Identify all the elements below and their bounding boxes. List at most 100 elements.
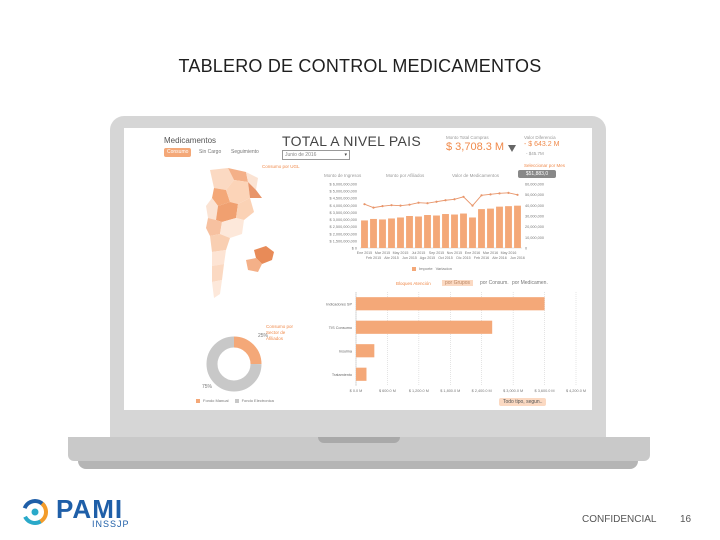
logo-name: PAMI [56, 494, 124, 524]
hbar-chart: $ 0.0 M $ 600.0 M $ 1,200.0 M $ 1,800.0 M $ … [326, 292, 586, 393]
x-tick-label: Feb 2016 [474, 256, 489, 260]
tipo-button[interactable]: Todo tipo, segun.. [499, 398, 547, 406]
line-point [390, 204, 393, 207]
bar [424, 215, 431, 248]
combo-legend: Importe Variacion [412, 266, 452, 271]
x-tick-label: Mar 2015 [375, 251, 390, 255]
bar [397, 217, 404, 248]
x-tick-label: $ 1,800.0 M [440, 389, 460, 393]
donut-title-line: Afiliados [266, 336, 284, 341]
bar [406, 216, 413, 248]
line-point [399, 204, 402, 207]
line-point [498, 192, 501, 195]
map-region [254, 246, 274, 264]
y-tick-label-right: 30,000,000 [525, 215, 544, 219]
category-label: Tratamiento [332, 373, 352, 377]
donut-chart [206, 336, 262, 392]
argentina-map[interactable] [200, 168, 290, 303]
map-region [212, 188, 230, 206]
kpi-amount-value: $ 3,708.3 M [446, 141, 505, 153]
line-point [372, 206, 375, 209]
logo-sub: INSSJP [92, 519, 130, 529]
chart-tab-ingresos[interactable]: Monto de Ingresos [324, 173, 362, 178]
bar [460, 213, 467, 248]
line-point [453, 198, 456, 201]
line-series [364, 192, 518, 209]
map-region [228, 168, 248, 182]
legend-importe: Importe [419, 266, 433, 271]
legend-variacion: Variacion [435, 266, 452, 271]
logo-dot [31, 508, 39, 516]
line-point [408, 203, 411, 206]
map-region [246, 258, 262, 272]
x-tick-label: May 2016 [501, 251, 517, 255]
donut-title-line: Sector de [266, 330, 286, 335]
tab-sin-cargo[interactable]: Sin Cargo [199, 149, 222, 155]
bar [469, 217, 476, 248]
line-point [489, 193, 492, 196]
map-region [206, 218, 222, 236]
legend-swatch-manual [196, 398, 200, 403]
hbar [356, 297, 545, 311]
y-tick-label: $ 6,000,000,000 [330, 183, 357, 187]
category-label: TIS Consumo [329, 326, 352, 330]
hbar [356, 367, 367, 381]
bar [433, 215, 440, 248]
y-tick-label: $ 4,000,000,000 [330, 204, 357, 208]
map-region [220, 218, 244, 238]
tab-consumo[interactable]: Consumo [164, 148, 192, 157]
bar [442, 214, 449, 248]
chart-tab-medicamentos[interactable]: Valor de Medicamentos [452, 173, 499, 178]
chart-tab-afiliados[interactable]: Monto por Afiliados [386, 173, 425, 178]
map-region [210, 234, 230, 252]
chart-right-label: Seleccionar por Mes [524, 163, 566, 168]
x-tick-label: $ 3,000.0 M [503, 389, 523, 393]
combo-chart: $ 6,000,000,000 $ 5,000,000,000 $ 4,500,00… [330, 183, 544, 261]
donut-value-right: 25% [258, 333, 269, 339]
hbar-tab-medicamentos[interactable]: por Medicamen. [512, 280, 548, 286]
value-pill[interactable]: $51,883,0 [518, 170, 556, 178]
y-tick-label: $ 3,000,000,000 [330, 218, 357, 222]
confidential-label: CONFIDENCIAL [582, 514, 657, 525]
filter-icon[interactable] [508, 145, 516, 152]
hbar [356, 344, 375, 358]
y-tick-label: $ 0 [352, 247, 357, 251]
x-tick-label: Ago 2015 [420, 256, 435, 260]
x-tick-label: Sep 2015 [429, 251, 444, 255]
y-tick-label: $ 2,000,000,000 [330, 232, 357, 236]
period-select[interactable]: Junio de 2016 ▾ [282, 150, 350, 160]
x-tick-label: $ 3,600.0 M [535, 389, 555, 393]
line-point [480, 194, 483, 197]
x-tick-label: May 2015 [393, 251, 409, 255]
x-tick-label: $ 0.0 M [350, 389, 363, 393]
pie-slice [206, 336, 262, 392]
y-tick-label-right: 60,000,000 [525, 183, 544, 187]
map-region [246, 172, 258, 190]
y-tick-label-right: 20,000,000 [525, 225, 544, 229]
bar [496, 206, 503, 248]
x-tick-label: $ 2,400.0 M [472, 389, 492, 393]
hbar-tab-grupos[interactable]: por Grupos [442, 280, 474, 286]
y-tick-label: $ 5,000,000,000 [330, 190, 357, 194]
map-region [210, 168, 234, 190]
kpi-alt-sub: - $45.7M [526, 151, 544, 156]
donut-legend: Fondo Manual Fondo Electronica [196, 398, 274, 403]
tab-seguimiento[interactable]: Seguimiento [231, 149, 259, 155]
hbar-tab-consumo[interactable]: por Consum. [480, 280, 509, 286]
category-label: Insulina [339, 349, 353, 353]
y-tick-label-right: 40,000,000 [525, 204, 544, 208]
x-tick-label: Abr 2015 [384, 256, 399, 260]
x-tick-label: Jun 2015 [402, 256, 417, 260]
bar [388, 218, 395, 248]
y-tick-label-right: 0 [525, 247, 527, 251]
app-title: Medicamentos [164, 136, 217, 145]
map-region [236, 198, 254, 220]
y-tick-label: $ 3,500,000,000 [330, 211, 357, 215]
donut-value-bottom: 75% [202, 384, 213, 390]
line-point [507, 191, 510, 194]
map-region [248, 182, 262, 198]
hbar [356, 320, 493, 334]
line-point [363, 203, 366, 206]
x-tick-label: Jul 2015 [412, 251, 426, 255]
kpi-amount-label: Monto Total Compras [446, 135, 489, 140]
